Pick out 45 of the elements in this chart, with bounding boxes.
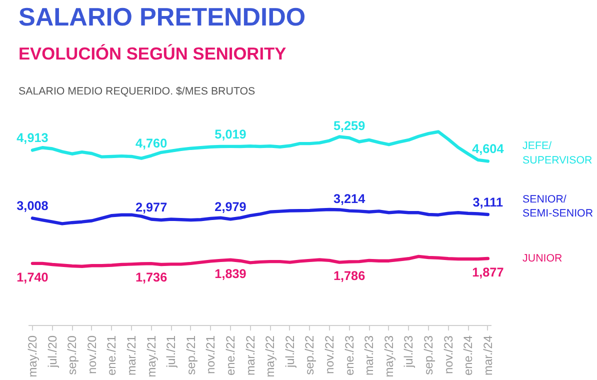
data-label: 1,736 [135, 270, 168, 285]
text: JUNIOR [522, 252, 563, 265]
x-tick-label: jul./22 [282, 335, 297, 369]
chart-title: SALARIO PRETENDIDO [18, 4, 306, 32]
data-label: 1,877 [472, 266, 504, 280]
text: SALARIO MEDIO REQUERIDO. $/MES BRUTOS [18, 86, 256, 98]
x-tick-label: jul./20 [45, 335, 60, 369]
data-label: 4,604 [472, 142, 504, 156]
x-tick-label: sep./23 [422, 335, 436, 375]
x-tick-label: mar./23 [362, 335, 376, 376]
x-tick-label: mar./22 [243, 335, 258, 376]
x-tick-label: jul./23 [402, 335, 416, 369]
data-label: 3,214 [333, 192, 366, 206]
text: SENIOR/ SEMI-SENIOR [522, 193, 594, 220]
data-label: 2,979 [214, 200, 246, 214]
data-label: 5,019 [214, 127, 246, 142]
x-tick-label: ene./23 [342, 335, 356, 376]
x-tick-label: mar./24 [480, 335, 495, 376]
x-tick-label: sep./22 [302, 335, 317, 375]
x-tick-label: ene./24 [461, 335, 476, 376]
chart-subtitle: EVOLUCIÓN SEGÚN SENIORITY [18, 44, 287, 64]
x-tick-label: sep./21 [184, 335, 198, 375]
data-label: 2,977 [135, 200, 168, 214]
x-tick-label: jul./21 [164, 335, 178, 369]
data-label: 1,839 [214, 266, 246, 281]
data-label: 4,913 [16, 131, 48, 146]
x-tick-label: may./22 [263, 335, 278, 378]
x-tick-label: mar./21 [124, 335, 138, 376]
x-tick-label: sep./20 [65, 335, 80, 375]
data-label: 1,740 [16, 270, 48, 284]
x-tick-label: may./23 [382, 335, 396, 378]
x-tick-label: ene./22 [223, 335, 238, 376]
data-label: 5,259 [333, 118, 366, 133]
data-label: 4,760 [135, 136, 168, 151]
x-tick-label: ene./21 [104, 335, 119, 376]
data-label: 1,786 [333, 268, 366, 283]
x-tick-label: nov./20 [84, 335, 99, 374]
x-tick-label: may./20 [25, 335, 40, 378]
x-tick-label: nov./22 [322, 335, 336, 374]
x-tick-label: nov./23 [441, 335, 456, 374]
x-tick-label: nov./21 [204, 335, 218, 374]
x-tick-label: may./21 [144, 335, 158, 378]
text: JEFE/ SUPERVISOR [522, 140, 593, 166]
data-label: 3,111 [472, 195, 504, 210]
data-label: 3,008 [16, 199, 48, 214]
